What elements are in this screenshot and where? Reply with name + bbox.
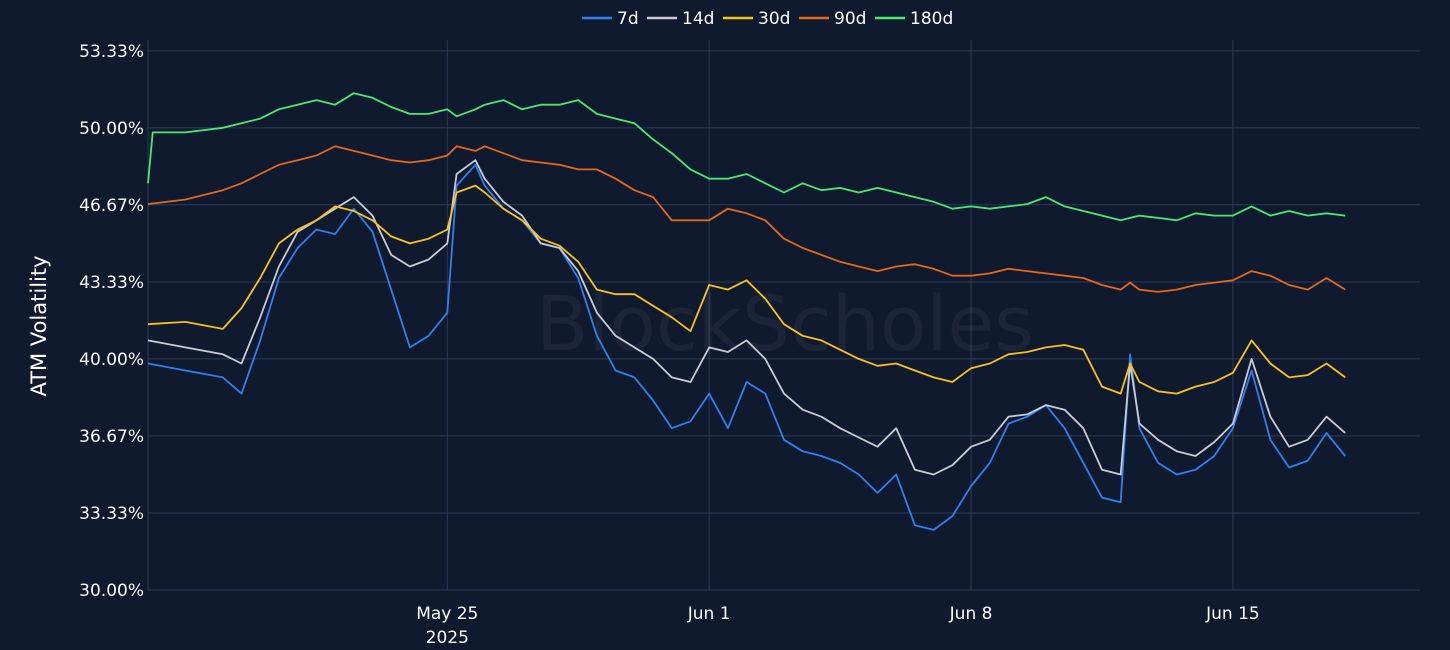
series-line-180d	[147, 92, 1346, 222]
y-tick-label: 53.33%	[79, 42, 144, 62]
y-axis-ticks: 30.00% 33.33% 36.67% 40.00% 43.33% 46.67% 50.0…	[79, 42, 144, 601]
x-tick-label: May 25	[416, 604, 478, 624]
series-line-90d	[147, 145, 1346, 293]
y-tick-label: 43.33%	[79, 273, 144, 293]
y-axis-title: ATM Volatility	[27, 255, 51, 396]
legend-label-14d: 14d	[682, 9, 714, 29]
y-tick-label: 50.00%	[79, 119, 144, 139]
series-lines	[147, 92, 1346, 531]
legend-label-90d: 90d	[834, 9, 866, 29]
legend: 7d 14d 30d 90d 180d	[582, 9, 953, 29]
series-line-14d	[147, 159, 1346, 476]
legend-label-180d: 180d	[910, 9, 953, 29]
y-tick-label: 33.33%	[79, 504, 144, 524]
x-tick-label: Jun 15	[1205, 604, 1260, 624]
grid-lines	[147, 40, 1420, 591]
series-line-7d	[147, 163, 1346, 531]
y-tick-label: 36.67%	[79, 427, 144, 447]
x-tick-label: Jun 8	[949, 604, 993, 624]
x-tick-sublabel: 2025	[426, 628, 469, 648]
y-tick-label: 40.00%	[79, 350, 144, 370]
y-tick-label: 46.67%	[79, 196, 144, 216]
x-tick-label: Jun 1	[687, 604, 731, 624]
series-line-30d	[147, 184, 1346, 395]
legend-label-7d: 7d	[617, 9, 639, 29]
y-tick-label: 30.00%	[79, 581, 144, 601]
legend-label-30d: 30d	[758, 9, 790, 29]
x-axis-ticks: May 25 2025 Jun 1 Jun 8 Jun 15	[416, 604, 1260, 648]
